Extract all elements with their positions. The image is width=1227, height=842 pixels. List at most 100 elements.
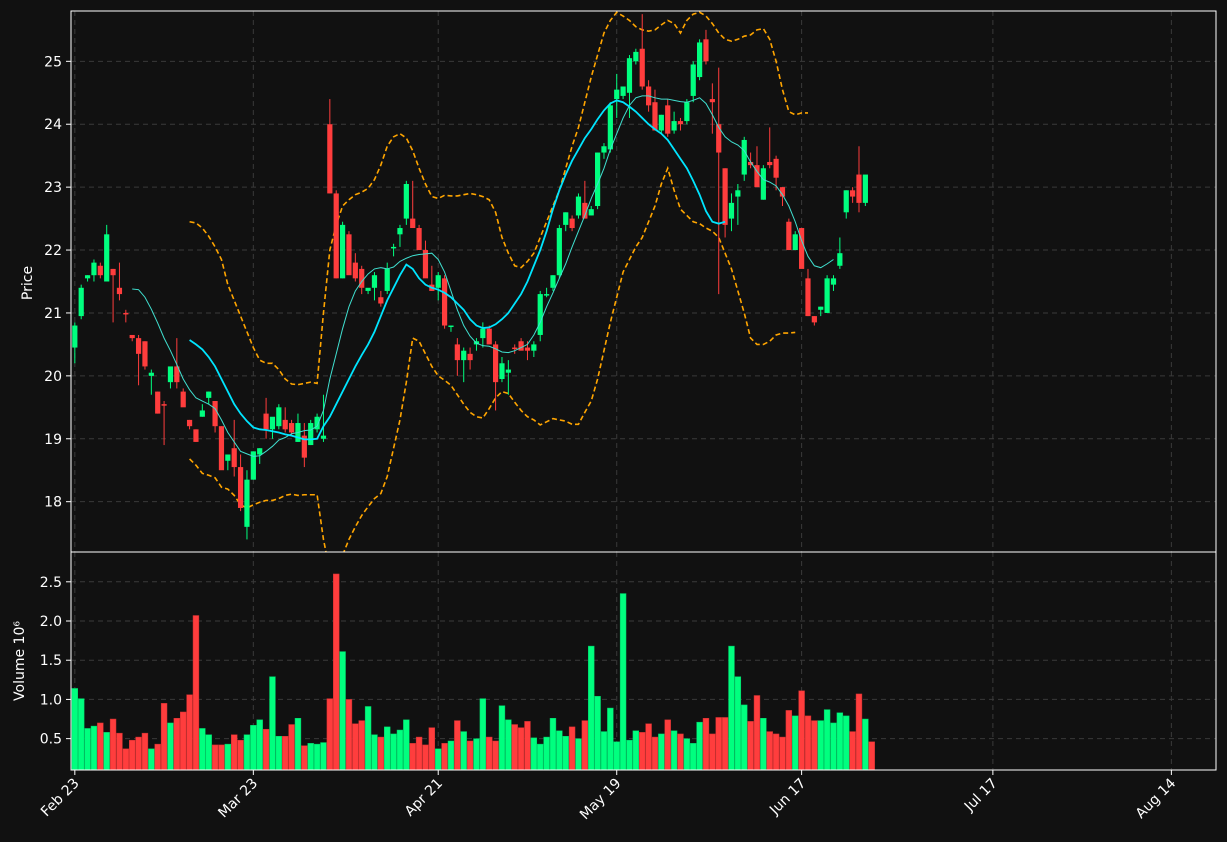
candle [652, 89, 658, 131]
candle [384, 262, 390, 295]
candle-body [231, 448, 237, 468]
volume-bar [122, 748, 130, 771]
candle-body [244, 479, 250, 527]
candle-body [142, 341, 148, 367]
volume-bar [231, 734, 238, 771]
volume-bar [250, 725, 257, 771]
candle [518, 338, 524, 351]
candle [410, 180, 416, 229]
volume-bar [384, 726, 391, 771]
volume-bar [556, 730, 563, 771]
candle-body [505, 369, 511, 373]
volume-bar [486, 736, 493, 771]
candle [799, 228, 805, 269]
candle-body [716, 124, 722, 153]
volume-bar [129, 739, 136, 771]
volume-bar [103, 732, 110, 771]
candle [805, 268, 811, 317]
candle-body [652, 102, 658, 131]
candle-body [633, 51, 639, 62]
candle [422, 240, 429, 279]
volume-bar [294, 717, 302, 771]
volume-bar [607, 707, 614, 771]
volume-bar [543, 736, 550, 771]
candle [346, 231, 352, 276]
candle [684, 99, 690, 125]
volume-bar [71, 688, 79, 771]
candle [365, 287, 371, 295]
volume-bar [811, 720, 818, 771]
candle [614, 73, 620, 118]
candle-body [728, 202, 735, 219]
candle-body [257, 448, 263, 455]
volume-bar [498, 705, 506, 771]
volume-axis-label: Volume 10⁶ [12, 621, 28, 701]
candle-body [327, 124, 333, 194]
candle-body [843, 190, 849, 213]
volume-bar [575, 738, 582, 771]
candle [505, 360, 511, 395]
candle-body [435, 275, 441, 288]
candle-body [148, 372, 154, 376]
candle [308, 419, 314, 446]
candle [512, 344, 518, 354]
candle-body [588, 209, 594, 216]
candle-body [199, 410, 205, 417]
price-tick-label: 25 [44, 54, 62, 70]
candle [327, 99, 333, 194]
volume-bar [741, 704, 748, 771]
volume-bar [167, 722, 174, 771]
candle [760, 165, 766, 200]
candle-body [594, 152, 601, 207]
candle-body [225, 454, 231, 461]
candle-body [850, 190, 856, 197]
candle-body [416, 228, 422, 251]
candle-body [422, 250, 429, 279]
candle-body [543, 294, 550, 296]
candle [320, 394, 327, 442]
candle [837, 237, 843, 269]
candle-body [352, 262, 358, 279]
candle-body [531, 344, 537, 351]
candle-body [135, 338, 142, 354]
candle [773, 155, 779, 191]
candle-body [703, 39, 709, 62]
volume-bar [186, 694, 193, 771]
volume-bar [747, 721, 754, 771]
volume-bar [804, 715, 812, 771]
candle [575, 193, 582, 219]
ma-slow-line [189, 99, 726, 441]
volume-bar [403, 719, 410, 771]
candle-body [862, 174, 868, 203]
candle-body [454, 344, 460, 361]
volume-bar [517, 727, 525, 771]
volume-bar [454, 720, 461, 771]
volume-bar [84, 728, 91, 771]
candle-body [206, 391, 212, 398]
candle-body [639, 48, 645, 87]
volume-bar [581, 720, 589, 771]
candle-body [218, 426, 225, 471]
volume-bar [160, 703, 168, 771]
volume-bar [352, 723, 359, 771]
candle [594, 152, 601, 210]
candle [850, 187, 856, 203]
candle-body [620, 86, 626, 96]
candle-body [384, 268, 390, 291]
price-tick-label: 24 [44, 117, 62, 133]
candle [582, 180, 588, 219]
volume-bar [428, 727, 436, 771]
volume-bar [473, 738, 480, 771]
candle-body [799, 228, 805, 269]
candle [135, 334, 142, 386]
volume-bars [71, 573, 875, 771]
volume-bar [97, 722, 104, 771]
price-tick-label: 22 [44, 243, 62, 259]
volume-bar [645, 723, 652, 771]
candle-body [524, 347, 531, 351]
ma-fast-line [132, 95, 834, 457]
candle [359, 265, 365, 295]
volume-label-text: Volume [12, 649, 28, 701]
candle [735, 183, 741, 225]
